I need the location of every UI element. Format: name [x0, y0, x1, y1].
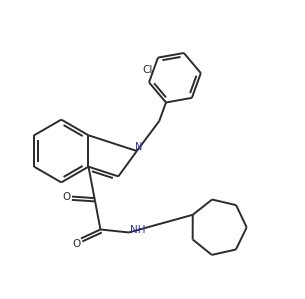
Text: N: N [135, 142, 142, 152]
Text: O: O [72, 239, 81, 249]
Text: O: O [63, 192, 71, 202]
Text: Cl: Cl [142, 65, 153, 75]
Text: NH: NH [130, 225, 146, 235]
